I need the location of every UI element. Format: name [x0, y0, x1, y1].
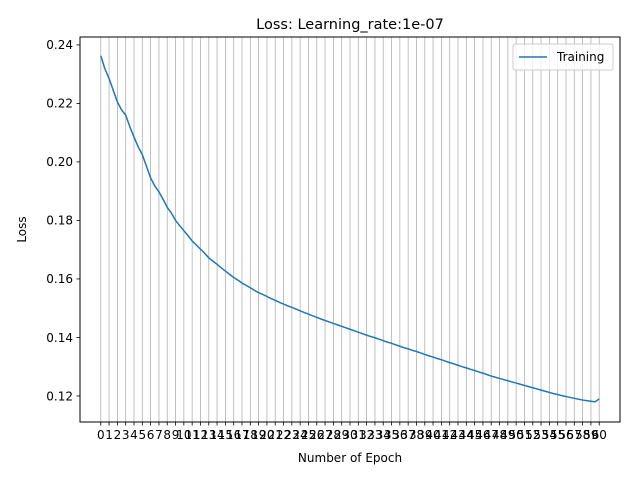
- x-tick-label: 9: [172, 428, 180, 442]
- x-tick-label: 48: [492, 428, 507, 442]
- x-tick-label: 0: [97, 428, 105, 442]
- x-tick-label: 24: [293, 428, 308, 442]
- x-tick-label: 36: [392, 428, 407, 442]
- y-axis-ticks: 0.12 0.14 0.16 0.18 0.20 0.22 0.24: [46, 38, 80, 403]
- x-tick-label: 7: [155, 428, 163, 442]
- x-tick-label: 39: [417, 428, 432, 442]
- x-tick-label: 23: [284, 428, 299, 442]
- x-tick-label: 12: [193, 428, 208, 442]
- x-tick-label: 45: [467, 428, 482, 442]
- y-tick-label: 0.12: [46, 389, 73, 403]
- x-tick-label: 32: [359, 428, 374, 442]
- x-tick-label: 57: [567, 428, 582, 442]
- x-grid-lines: [100, 37, 600, 422]
- x-tick-label: 42: [442, 428, 457, 442]
- x-tick-label: 20: [259, 428, 274, 442]
- series-line-training: [100, 55, 600, 403]
- x-tick-label: 28: [326, 428, 341, 442]
- x-tick-label: 53: [533, 428, 548, 442]
- x-tick-label: 29: [334, 428, 349, 442]
- legend-box: [512, 43, 614, 71]
- x-tick-label: 27: [317, 428, 332, 442]
- x-tick-label: 35: [384, 428, 399, 442]
- legend: Training: [512, 43, 614, 71]
- x-tick-label: 17: [234, 428, 249, 442]
- x-tick-label: 16: [226, 428, 241, 442]
- x-tick-label: 54: [542, 428, 557, 442]
- x-tick-label: 43: [450, 428, 465, 442]
- legend-label-training: Training: [556, 50, 604, 64]
- x-tick-label: 11: [185, 428, 200, 442]
- x-tick-label: 60: [592, 428, 607, 442]
- x-axis-ticks: 0 1 2 3 4 5 6 7 8 9101112131415161718192021222324…: [97, 422, 607, 442]
- x-tick-label: 19: [251, 428, 266, 442]
- series-lines: [100, 55, 600, 403]
- x-tick-label: 51: [517, 428, 532, 442]
- x-tick-label: 52: [525, 428, 540, 442]
- y-tick-label: 0.14: [46, 331, 73, 345]
- x-tick-label: 40: [425, 428, 440, 442]
- x-tick-label: 6: [147, 428, 155, 442]
- x-tick-label: 5: [138, 428, 146, 442]
- x-tick-label: 37: [401, 428, 416, 442]
- x-tick-label: 26: [309, 428, 324, 442]
- x-tick-label: 50: [509, 428, 524, 442]
- x-tick-label: 14: [209, 428, 224, 442]
- x-tick-label: 3: [122, 428, 130, 442]
- x-tick-label: 25: [301, 428, 316, 442]
- x-tick-label: 34: [376, 428, 391, 442]
- x-tick-label: 49: [500, 428, 515, 442]
- x-tick-label: 8: [163, 428, 171, 442]
- y-tick-label: 0.16: [46, 272, 73, 286]
- x-tick-label: 13: [201, 428, 216, 442]
- x-tick-label: 18: [243, 428, 258, 442]
- x-tick-label: 58: [575, 428, 590, 442]
- x-tick-label: 38: [409, 428, 424, 442]
- x-tick-label: 2: [114, 428, 122, 442]
- y-tick-label: 0.20: [46, 155, 73, 169]
- x-tick-label: 55: [550, 428, 565, 442]
- chart-title: Loss: Learning_rate:1e-07: [256, 17, 444, 33]
- y-tick-label: 0.22: [46, 97, 73, 111]
- x-tick-label: 44: [459, 428, 474, 442]
- y-tick-label: 0.18: [46, 214, 73, 228]
- x-tick-label: 59: [583, 428, 598, 442]
- y-tick-label: 0.24: [46, 38, 73, 52]
- x-tick-label: 21: [268, 428, 283, 442]
- x-tick-label: 30: [342, 428, 357, 442]
- x-tick-label: 46: [475, 428, 490, 442]
- x-tick-label: 41: [434, 428, 449, 442]
- x-tick-label: 33: [367, 428, 382, 442]
- x-tick-label: 22: [276, 428, 291, 442]
- x-tick-label: 15: [218, 428, 233, 442]
- x-tick-label: 1: [105, 428, 113, 442]
- x-axis-label: Number of Epoch: [298, 451, 402, 465]
- y-axis-label: Loss: [15, 216, 29, 242]
- x-tick-label: 10: [176, 428, 191, 442]
- x-tick-label: 4: [130, 428, 138, 442]
- x-tick-label: 56: [558, 428, 573, 442]
- x-tick-label: 31: [351, 428, 366, 442]
- x-tick-label: 47: [484, 428, 499, 442]
